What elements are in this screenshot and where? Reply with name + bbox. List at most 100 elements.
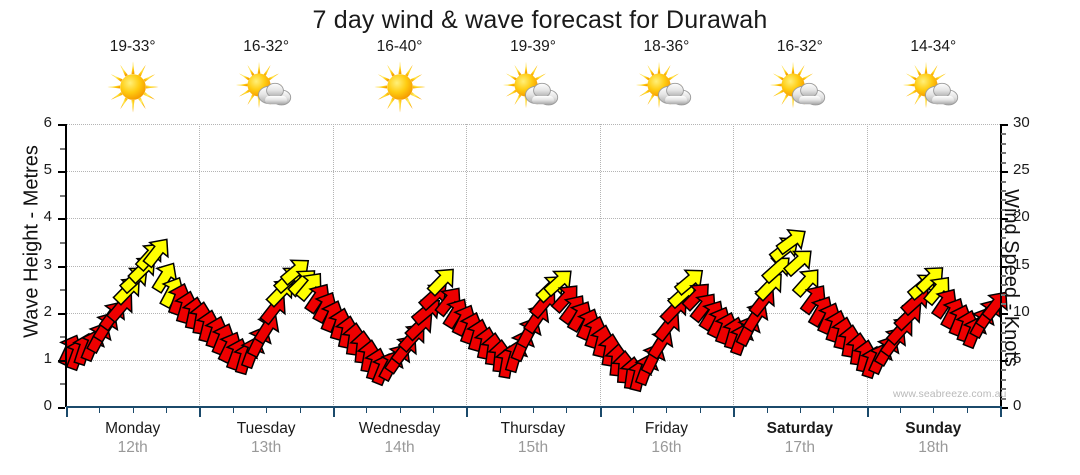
weather-icon-sun [333, 59, 466, 119]
weather-icon-sun [66, 59, 199, 119]
right-minor-tick [1001, 237, 1006, 240]
right-minor-tick [1001, 274, 1006, 277]
sun-cloud-icon [769, 62, 825, 108]
day-name: Thursday [500, 420, 566, 437]
right-tick [1001, 359, 1008, 362]
wind-arrow [761, 252, 791, 286]
day-boundary-tick [332, 406, 335, 417]
day-temperature-range: 18-36° [643, 38, 690, 55]
left-axis-title: Wave Height - Metres [20, 145, 43, 338]
hour-tick [399, 406, 401, 413]
hour-tick [99, 406, 101, 413]
weather-icon-sun-cloud [466, 59, 599, 119]
right-minor-tick [1001, 369, 1006, 372]
left-tick-label: 2 [43, 302, 52, 320]
day-label-sunday: Sunday 18th [867, 419, 1000, 465]
left-tick [58, 265, 65, 268]
right-minor-tick [1001, 190, 1006, 193]
day-date: 16th [651, 439, 682, 456]
day-temperature-range: 16-32° [776, 38, 823, 55]
day-temperature-range: 16-40° [376, 38, 423, 55]
right-tick [1001, 407, 1008, 409]
right-tick-label: 15 [1013, 255, 1030, 273]
hour-tick [566, 406, 568, 413]
day-label-tuesday: Tuesday 13th [199, 419, 332, 465]
wind-arrow [426, 264, 455, 298]
right-minor-tick [1001, 152, 1006, 155]
day-name: Friday [644, 420, 688, 437]
right-minor-tick [1001, 246, 1006, 249]
right-tick-label: 5 [1013, 349, 1022, 367]
left-minor-tick [60, 241, 65, 244]
hour-tick [366, 406, 368, 413]
sun-cloud-icon [636, 62, 692, 108]
sun-cloud-icon [903, 62, 959, 108]
wind-arrow [791, 265, 820, 299]
gridline [66, 124, 1000, 125]
wind-arrow [142, 235, 170, 269]
day-label-monday: Monday 12th [66, 419, 199, 465]
hour-tick [499, 406, 501, 413]
day-separator [199, 124, 201, 407]
right-minor-tick [1001, 397, 1006, 400]
left-minor-tick [60, 383, 65, 386]
day-boundary-tick [1000, 406, 1002, 417]
sun-cloud-icon [236, 62, 292, 108]
sun-cloud-icon [502, 62, 559, 108]
left-minor-tick [60, 336, 65, 339]
right-tick-label: 10 [1013, 302, 1030, 320]
weather-icon-sun-cloud [733, 59, 866, 119]
right-minor-tick [1001, 331, 1006, 334]
right-tick-label: 20 [1013, 208, 1030, 226]
right-minor-tick [1001, 284, 1006, 287]
right-minor-tick [1001, 350, 1006, 353]
right-tick [1001, 265, 1008, 268]
hour-tick [299, 406, 301, 413]
day-date: 15th [517, 439, 549, 456]
right-minor-tick [1001, 378, 1006, 381]
right-minor-tick [1001, 208, 1006, 211]
day-boundary-tick [66, 406, 68, 417]
day-boundary-tick [466, 406, 469, 417]
right-minor-tick [1001, 133, 1006, 136]
day-separator [599, 124, 601, 407]
left-tick-label: 3 [43, 255, 52, 273]
right-minor-tick [1001, 256, 1006, 259]
left-tick-label: 5 [43, 161, 52, 179]
gridline [66, 359, 1000, 361]
plot-area [57, 124, 1009, 407]
left-tick [58, 407, 65, 409]
day-date: 18th [918, 439, 949, 456]
day-separator [466, 124, 468, 407]
day-name: Sunday [905, 420, 962, 437]
day-temperature-range: 19-39° [510, 38, 556, 55]
left-tick [58, 218, 65, 221]
hour-tick [533, 406, 534, 413]
day-temperature-range: 16-32° [243, 38, 290, 55]
sun-icon [107, 61, 159, 113]
weather-icon-sun-cloud [600, 59, 733, 119]
hour-tick [766, 406, 768, 413]
sun-icon [374, 61, 426, 113]
left-tick [58, 359, 65, 362]
right-tick-label: 0 [1013, 397, 1022, 414]
right-tick-label: 25 [1013, 161, 1030, 179]
right-minor-tick [1001, 293, 1006, 296]
right-tick [1001, 312, 1008, 315]
hour-tick [899, 406, 901, 413]
left-tick [58, 312, 65, 315]
day-header-tuesday: 16-32° [199, 38, 332, 120]
day-label-friday: Friday 16th [600, 419, 733, 465]
left-tick-label: 1 [43, 349, 52, 367]
day-separator [733, 124, 735, 407]
wind-arrow [783, 245, 813, 279]
left-minor-tick [60, 147, 65, 150]
right-tick-label: 30 [1013, 114, 1030, 131]
left-axis-line [65, 124, 67, 407]
hour-tick [666, 406, 668, 413]
day-boundary-tick [599, 406, 602, 417]
right-tick [1001, 218, 1008, 221]
left-tick [58, 171, 65, 174]
hour-tick [266, 406, 268, 413]
day-name: Tuesday [236, 420, 296, 437]
